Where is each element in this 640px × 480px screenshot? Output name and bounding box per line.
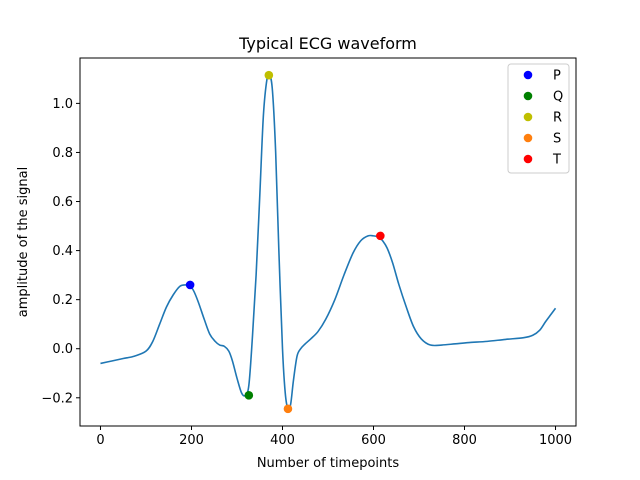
legend-label-p: P	[553, 69, 561, 84]
legend-box	[507, 63, 570, 174]
y-tick-label: 0.4	[52, 244, 73, 259]
y-tick-label: −0.2	[41, 391, 73, 406]
legend-marker-r	[523, 112, 533, 122]
x-axis-label: Number of timepoints	[257, 456, 400, 471]
legend-marker-t	[523, 154, 533, 164]
y-tick-label: 0.8	[52, 146, 73, 161]
y-tick-label: 0.2	[52, 293, 73, 308]
legend-marker-p	[523, 70, 533, 80]
x-tick-label: 1000	[539, 433, 572, 448]
ecg-signal-line	[100, 72, 557, 411]
marker-q	[244, 391, 254, 400]
axes-frame	[79, 57, 577, 427]
y-tick-label: 0.6	[52, 195, 73, 210]
y-tick-label: 1.0	[52, 97, 73, 112]
chart-title: Typical ECG waveform	[238, 34, 417, 53]
x-tick-label: 0	[96, 433, 104, 448]
legend-label-q: Q	[553, 90, 563, 105]
legend-label-t: T	[552, 153, 561, 168]
x-tick-label: 200	[179, 433, 204, 448]
marker-p	[185, 280, 195, 290]
x-tick-label: 800	[452, 433, 477, 448]
x-tick-label: 600	[361, 433, 386, 448]
y-tick-label: 0.0	[52, 342, 73, 357]
legend-label-s: S	[553, 132, 561, 147]
legend-marker-q	[523, 91, 533, 101]
legend-label-r: R	[553, 111, 562, 126]
marker-r	[264, 70, 274, 80]
marker-s	[283, 404, 293, 414]
x-tick-label: 400	[270, 433, 295, 448]
legend-marker-s	[523, 133, 533, 143]
marker-t	[376, 231, 385, 241]
plot-area: 0 200 400 600 800 1000 −0.2 0.0 0.2 0.4 0.6 0.8 1.0	[41, 70, 572, 448]
y-axis-label: amplitude of the signal	[16, 167, 31, 317]
